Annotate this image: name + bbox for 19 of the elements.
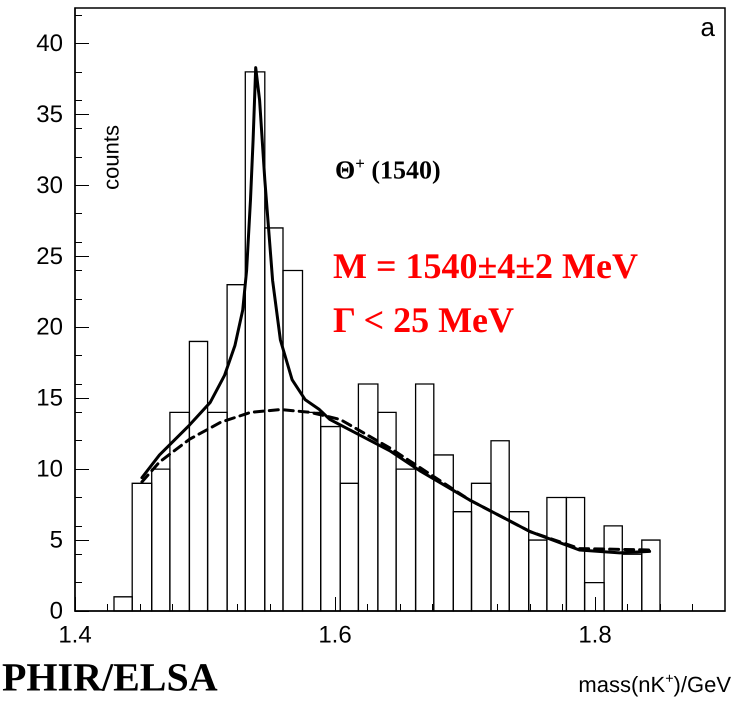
y-tick-label: 10 [36,456,63,483]
annotation: a [700,12,716,42]
y-tick-label: 30 [36,172,63,199]
y-tick-label: 0 [50,598,63,624]
annotation: Θ+ (1540) [335,154,441,184]
annotation: Γ < 25 MeV [333,300,514,340]
x-axis-title: mass(nK+)/GeV [578,671,732,697]
y-tick-label: 25 [36,242,63,270]
y-tick-label: 40 [36,30,63,57]
y-tick-label: 5 [50,526,63,554]
y-axis-title: counts [98,124,124,190]
x-tick-label: 1.6 [318,622,352,648]
x-tick-label: 1.8 [578,622,612,648]
y-tick-label: 35 [36,100,63,128]
annotation: M = 1540±4±2 MeV [333,246,638,286]
y-tick-label: 20 [36,314,63,341]
x-tick-label: 1.4 [58,622,92,648]
text: PHIR/ELSA [2,654,218,700]
y-tick-label: 15 [36,384,63,412]
